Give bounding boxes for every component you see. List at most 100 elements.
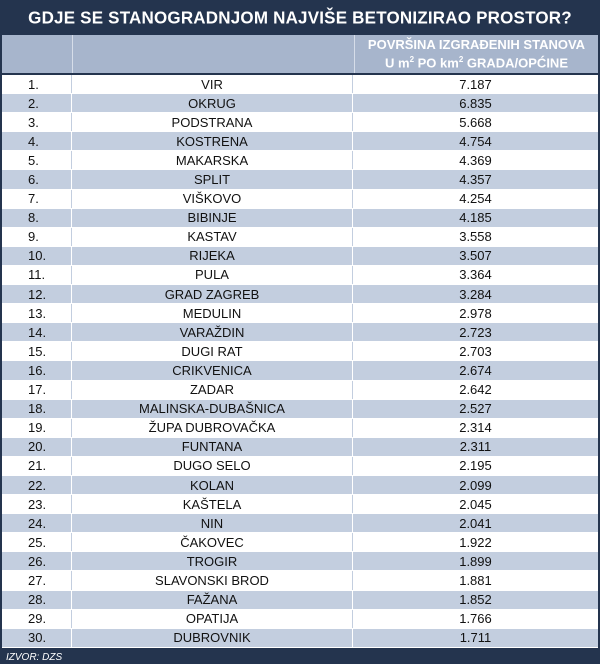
value-cell: 7.187: [459, 76, 492, 92]
name-cell: SLAVONSKI BROD: [72, 571, 353, 590]
rank-cell: 5.: [2, 151, 72, 170]
table-header: POVRŠINA IZGRAĐENIH STANOVA U m2 PO km2 …: [2, 35, 598, 73]
rank-cell: 22.: [2, 475, 72, 495]
name-cell: GRAD ZAGREB: [72, 285, 353, 304]
value-cell: 6.835: [459, 95, 492, 111]
name-cell: BIBINJE: [72, 208, 353, 227]
rank-cell: 10.: [2, 246, 72, 265]
value-cell: 4.254: [459, 191, 492, 207]
rank-cell: 25.: [2, 533, 72, 552]
name-cell: FAŽANA: [72, 590, 353, 609]
header-value-cell: POVRŠINA IZGRAĐENIH STANOVA U m2 PO km2 …: [355, 35, 598, 73]
value-cell: 1.881: [459, 572, 492, 588]
rank-cell: 9.: [2, 227, 72, 246]
rank-cell: 20.: [2, 437, 72, 456]
table-row: 18. MALINSKA-DUBAŠNICA 2.527: [2, 399, 598, 419]
name-cell: ZADAR: [72, 380, 353, 399]
header-unit-sup: 2: [458, 55, 464, 65]
header-unit-part: PO km: [414, 55, 459, 71]
rank-cell: 14.: [2, 323, 72, 342]
name-cell: OKRUG: [72, 94, 353, 113]
value-cell: 2.099: [459, 477, 492, 493]
header-value-line1: POVRŠINA IZGRAĐENIH STANOVA: [367, 37, 586, 53]
value-cell: 2.311: [459, 439, 492, 455]
rank-cell: 17.: [2, 380, 72, 399]
table-row: 27. SLAVONSKI BROD 1.881: [2, 571, 598, 591]
header-unit-sup: 2: [409, 55, 415, 65]
table-row: 20. FUNTANA 2.311: [2, 437, 598, 457]
rank-cell: 27.: [2, 571, 72, 590]
table-row: 28. FAŽANA 1.852: [2, 590, 598, 610]
name-cell: KASTAV: [72, 227, 353, 246]
table-row: 7. VIŠKOVO 4.254: [2, 189, 598, 209]
table-row: 26. TROGIR 1.899: [2, 552, 598, 572]
rank-cell: 1.: [2, 75, 72, 94]
value-cell: 4.369: [459, 152, 492, 168]
chart-title: GDJE SE STANOGRADNJOM NAJVIŠE BETONIZIRA…: [28, 6, 572, 27]
table-row: 4. KOSTRENA 4.754: [2, 132, 598, 152]
name-cell: KOSTRENA: [72, 132, 353, 151]
table-row: 24. NIN 2.041: [2, 514, 598, 534]
table-row: 9. KASTAV 3.558: [2, 227, 598, 247]
value-cell: 2.978: [459, 305, 492, 321]
name-cell: NIN: [72, 514, 353, 533]
rank-cell: 16.: [2, 361, 72, 380]
name-cell: FUNTANA: [72, 437, 353, 456]
name-cell: DUBROVNIK: [72, 628, 353, 647]
value-cell: 2.674: [459, 362, 492, 378]
name-cell: DUGO SELO: [72, 456, 353, 475]
value-cell: 1.899: [459, 553, 492, 569]
header-unit-part: U m: [385, 55, 410, 71]
value-cell: 3.507: [459, 248, 492, 264]
name-cell: RIJEKA: [72, 246, 353, 265]
value-cell: 3.558: [459, 229, 492, 245]
value-cell: 2.045: [459, 496, 492, 512]
value-cell: 1.922: [459, 534, 492, 550]
value-cell: 2.642: [459, 382, 492, 398]
rank-cell: 28.: [2, 590, 72, 609]
table-row: 15. DUGI RAT 2.703: [2, 342, 598, 362]
value-cell: 4.185: [459, 210, 492, 226]
rank-cell: 15.: [2, 342, 72, 361]
rank-cell: 30.: [2, 628, 72, 647]
value-cell: 2.041: [459, 515, 492, 531]
name-cell: MALINSKA-DUBAŠNICA: [72, 399, 353, 418]
value-cell: 1.711: [459, 630, 492, 646]
name-cell: MAKARSKA: [72, 151, 353, 170]
table-row: 13. MEDULIN 2.978: [2, 304, 598, 324]
rank-cell: 13.: [2, 304, 72, 323]
table-row: 12. GRAD ZAGREB 3.284: [2, 285, 598, 305]
name-cell: PULA: [72, 265, 353, 285]
name-cell: KAŠTELA: [72, 495, 353, 514]
value-cell: 3.364: [459, 267, 492, 283]
name-cell: ČAKOVEC: [72, 533, 353, 552]
rank-cell: 18.: [2, 399, 72, 418]
table-row: 17. ZADAR 2.642: [2, 380, 598, 400]
rank-cell: 7.: [2, 189, 72, 208]
name-cell: TROGIR: [72, 552, 353, 571]
rank-cell: 11.: [2, 265, 72, 285]
rank-cell: 4.: [2, 132, 72, 151]
table-row: 16. CRIKVENICA 2.674: [2, 361, 598, 381]
name-cell: PODSTRANA: [72, 113, 353, 132]
table-row: 3. PODSTRANA 5.668: [2, 113, 598, 133]
name-cell: VIŠKOVO: [72, 189, 353, 208]
table-row: 8. BIBINJE 4.185: [2, 208, 598, 228]
table-row: 19. ŽUPA DUBROVAČKA 2.314: [2, 418, 598, 438]
rank-cell: 3.: [2, 113, 72, 132]
value-cell: 4.754: [459, 133, 492, 149]
rank-cell: 26.: [2, 552, 72, 571]
value-cell: 2.314: [459, 420, 492, 436]
header-rank-cell: [2, 35, 73, 73]
name-cell: CRIKVENICA: [72, 361, 353, 380]
rank-cell: 24.: [2, 514, 72, 533]
rank-cell: 2.: [2, 94, 72, 113]
rank-cell: 6.: [2, 170, 72, 189]
rank-cell: 23.: [2, 495, 72, 514]
header-value-line2: U m2 PO km2 GRADA/OPĆINE: [385, 52, 568, 70]
rank-cell: 29.: [2, 609, 72, 628]
value-cell: 3.284: [459, 286, 492, 302]
value-cell: 1.852: [459, 592, 492, 608]
header-name-cell: [73, 35, 355, 73]
